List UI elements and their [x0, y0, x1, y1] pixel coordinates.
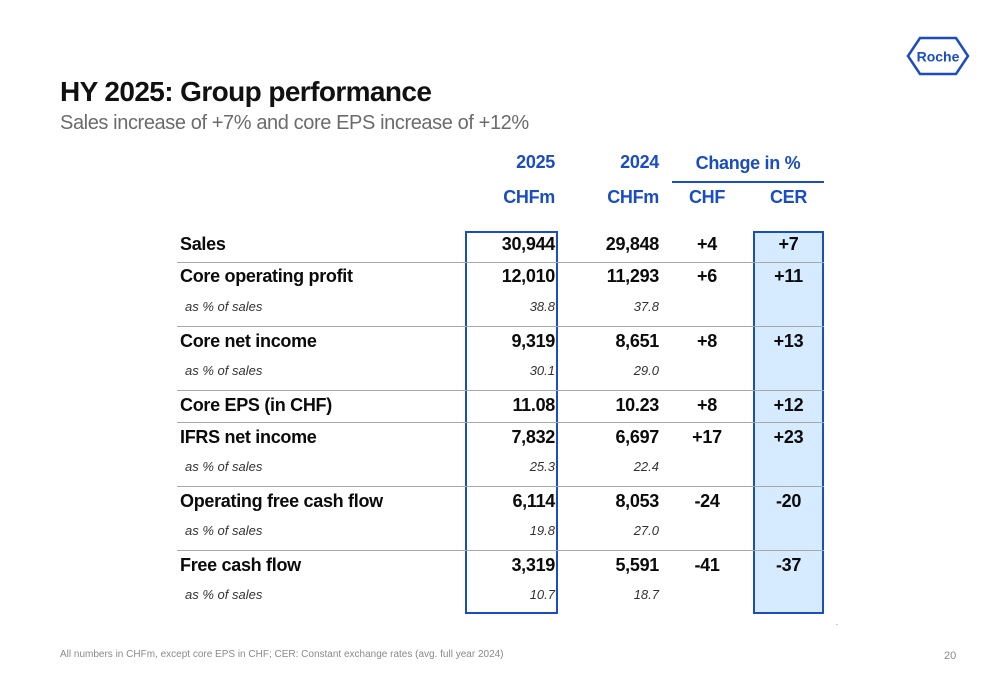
- value-2024: 8,053: [615, 491, 659, 511]
- sub-label: as % of sales: [185, 459, 263, 474]
- change-cer: +23: [773, 427, 804, 447]
- table-row: Free cash flow 3,319 5,591 -41 -37: [0, 555, 1000, 585]
- table-row: Sales 30,944 29,848 +4 +7: [0, 234, 1000, 264]
- sub-label: as % of sales: [185, 523, 263, 538]
- sub-value-2025: 10.7: [529, 587, 555, 602]
- sub-value-2025: 25.3: [529, 459, 555, 474]
- change-cer: -37: [775, 555, 802, 575]
- row-label: Core net income: [180, 331, 317, 351]
- row-label: Sales: [180, 234, 226, 254]
- change-chf: -24: [694, 491, 720, 511]
- change-cer: +7: [778, 234, 799, 254]
- header-cer: CER: [769, 187, 808, 207]
- sub-value-2024: 37.8: [633, 299, 659, 314]
- change-chf: +6: [697, 266, 717, 286]
- value-2025: 3,319: [511, 555, 555, 575]
- value-2024: 11,293: [606, 266, 660, 286]
- value-2024: 29,848: [605, 234, 660, 254]
- value-2024: 10.23: [615, 395, 659, 415]
- header-2024: 2024: [620, 152, 659, 172]
- table-row: Core EPS (in CHF) 11.08 10.23 +8 +12: [0, 395, 1000, 425]
- sub-label: as % of sales: [185, 363, 263, 378]
- page-subtitle: Sales increase of +7% and core EPS incre…: [60, 112, 529, 134]
- table-row: IFRS net income 7,832 6,697 +17 +23: [0, 427, 1000, 457]
- row-separator: [177, 486, 824, 487]
- row-label: Core operating profit: [180, 266, 353, 286]
- change-chf: +17: [692, 427, 722, 447]
- value-2024: 8,651: [615, 331, 659, 351]
- change-underline: [672, 181, 824, 183]
- sub-value-2025: 19.8: [529, 523, 555, 538]
- header-unit-2024: CHFm: [607, 187, 659, 207]
- row-separator: [177, 262, 824, 263]
- value-2025: 6,114: [512, 491, 555, 511]
- value-2025: 7,832: [511, 427, 555, 447]
- header-2025: 2025: [516, 152, 555, 172]
- value-2025: 9,319: [511, 331, 555, 351]
- table-row: Operating free cash flow 6,114 8,053 -24…: [0, 491, 1000, 521]
- value-2025: 11.08: [512, 395, 555, 415]
- change-chf: +4: [697, 234, 717, 254]
- decorative-dot: [836, 624, 838, 625]
- row-separator: [177, 422, 824, 423]
- sub-value-2024: 27.0: [633, 523, 659, 538]
- row-separator: [177, 390, 824, 391]
- table-row: Core operating profit 12,010 11,293 +6 +…: [0, 266, 1000, 296]
- change-chf: -41: [694, 555, 720, 575]
- sub-value-2025: 30.1: [529, 363, 555, 378]
- table-subrow: as % of sales 19.8 27.0: [0, 523, 1000, 553]
- row-label: Free cash flow: [180, 555, 301, 575]
- change-cer: +11: [774, 266, 803, 286]
- sub-label: as % of sales: [185, 587, 263, 602]
- sub-value-2024: 29.0: [633, 363, 659, 378]
- value-2025: 12,010: [501, 266, 556, 286]
- page-title: HY 2025: Group performance: [60, 76, 432, 107]
- sub-label: as % of sales: [185, 299, 263, 314]
- header-chf: CHF: [688, 187, 726, 207]
- table-subrow: as % of sales 10.7 18.7: [0, 587, 1000, 617]
- page-number: 20: [944, 650, 957, 662]
- sub-value-2025: 38.8: [529, 299, 555, 314]
- row-label: Core EPS (in CHF): [180, 395, 332, 415]
- table-subrow: as % of sales 38.8 37.8: [0, 299, 1000, 329]
- table-subrow: as % of sales 25.3 22.4: [0, 459, 1000, 489]
- sub-value-2024: 18.7: [633, 587, 659, 602]
- row-label: IFRS net income: [180, 427, 317, 447]
- change-chf: +8: [697, 331, 717, 351]
- row-label: Operating free cash flow: [180, 491, 383, 511]
- header-change: Change in %: [695, 153, 801, 173]
- value-2025: 30,944: [501, 234, 556, 254]
- value-2024: 6,697: [615, 427, 659, 447]
- footnote: All numbers in CHFm, except core EPS in …: [60, 649, 504, 660]
- change-cer: +13: [773, 331, 804, 351]
- table-subrow: as % of sales 30.1 29.0: [0, 363, 1000, 393]
- change-cer: -20: [775, 491, 802, 511]
- logo-text: Roche: [917, 49, 960, 65]
- change-chf: +8: [697, 395, 717, 415]
- change-cer: +12: [773, 395, 804, 415]
- roche-logo: Roche: [906, 36, 970, 76]
- value-2024: 5,591: [615, 555, 659, 575]
- row-separator: [177, 326, 824, 327]
- row-separator: [177, 550, 824, 551]
- sub-value-2024: 22.4: [633, 459, 659, 474]
- header-unit-2025: CHFm: [503, 187, 555, 207]
- table-row: Core net income 9,319 8,651 +8 +13: [0, 331, 1000, 361]
